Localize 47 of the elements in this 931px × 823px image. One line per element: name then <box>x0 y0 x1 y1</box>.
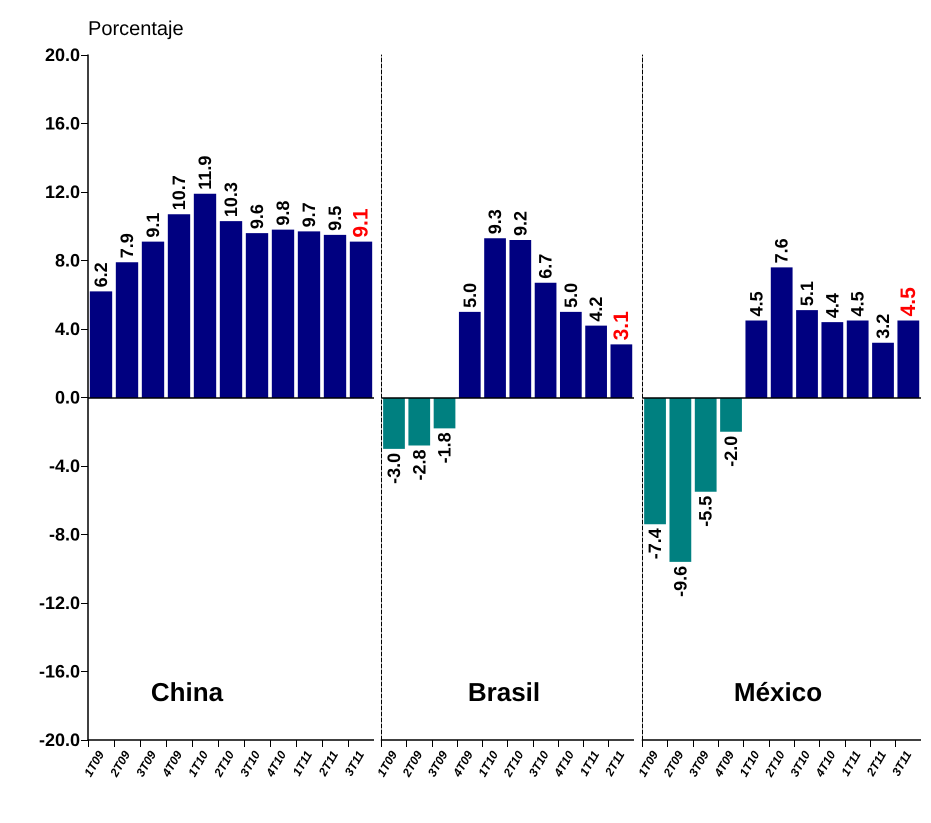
data-label: 4.4 <box>822 293 842 318</box>
data-label: -5.5 <box>695 496 716 527</box>
annotation: Brasil <box>468 677 540 707</box>
annotation: China <box>150 677 224 707</box>
y-tick-label: -16.0 <box>38 662 80 682</box>
y-tick-label: 4.0 <box>54 319 80 339</box>
y-tick-label: 16.0 <box>44 114 80 134</box>
data-label: 9.7 <box>299 202 319 228</box>
data-label: 6.7 <box>536 254 556 279</box>
data-label: 6.2 <box>91 262 111 288</box>
data-label: 10.7 <box>169 175 189 210</box>
y-tick-label: 20.0 <box>44 45 80 65</box>
data-label: 10.3 <box>221 182 241 218</box>
data-label: -1.8 <box>434 432 455 464</box>
data-label: 9.8 <box>273 200 293 226</box>
annotation: México <box>734 677 822 707</box>
y-tick-label: 8.0 <box>54 250 80 270</box>
data-label: -7.4 <box>644 528 665 560</box>
data-label: -2.8 <box>410 449 430 480</box>
data-label: 4.5 <box>847 291 868 316</box>
y-tick-label: 0.0 <box>54 388 80 408</box>
y-tick-label: -12.0 <box>38 593 80 613</box>
data-label: 4.5 <box>746 291 766 316</box>
annotation: 9.1 <box>350 208 372 238</box>
data-label: -2.0 <box>720 436 741 467</box>
y-axis-title: Porcentaje <box>88 18 184 40</box>
data-label: 9.2 <box>510 210 531 236</box>
data-label: 7.9 <box>117 233 137 258</box>
data-label: 5.0 <box>561 282 582 308</box>
data-label: -3.0 <box>384 452 404 484</box>
y-tick-label: -8.0 <box>48 524 80 544</box>
data-label: 3.2 <box>872 314 893 339</box>
annotation: 4.5 <box>896 286 920 316</box>
data-label: 11.9 <box>195 156 215 190</box>
data-label: 9.6 <box>247 204 267 230</box>
data-label: 9.1 <box>143 212 163 238</box>
y-tick-label: 12.0 <box>44 182 80 202</box>
data-label: 5.1 <box>796 281 817 306</box>
data-label: -9.6 <box>670 566 690 597</box>
data-label: 9.5 <box>325 206 345 231</box>
data-label: 9.3 <box>485 209 506 234</box>
annotation: 3.1 <box>610 310 634 340</box>
data-label: 7.6 <box>771 238 792 264</box>
data-label: 5.0 <box>460 282 480 308</box>
y-tick-label: -20.0 <box>38 730 80 750</box>
y-tick-label: -4.0 <box>48 456 80 476</box>
data-label: 4.2 <box>586 296 606 322</box>
